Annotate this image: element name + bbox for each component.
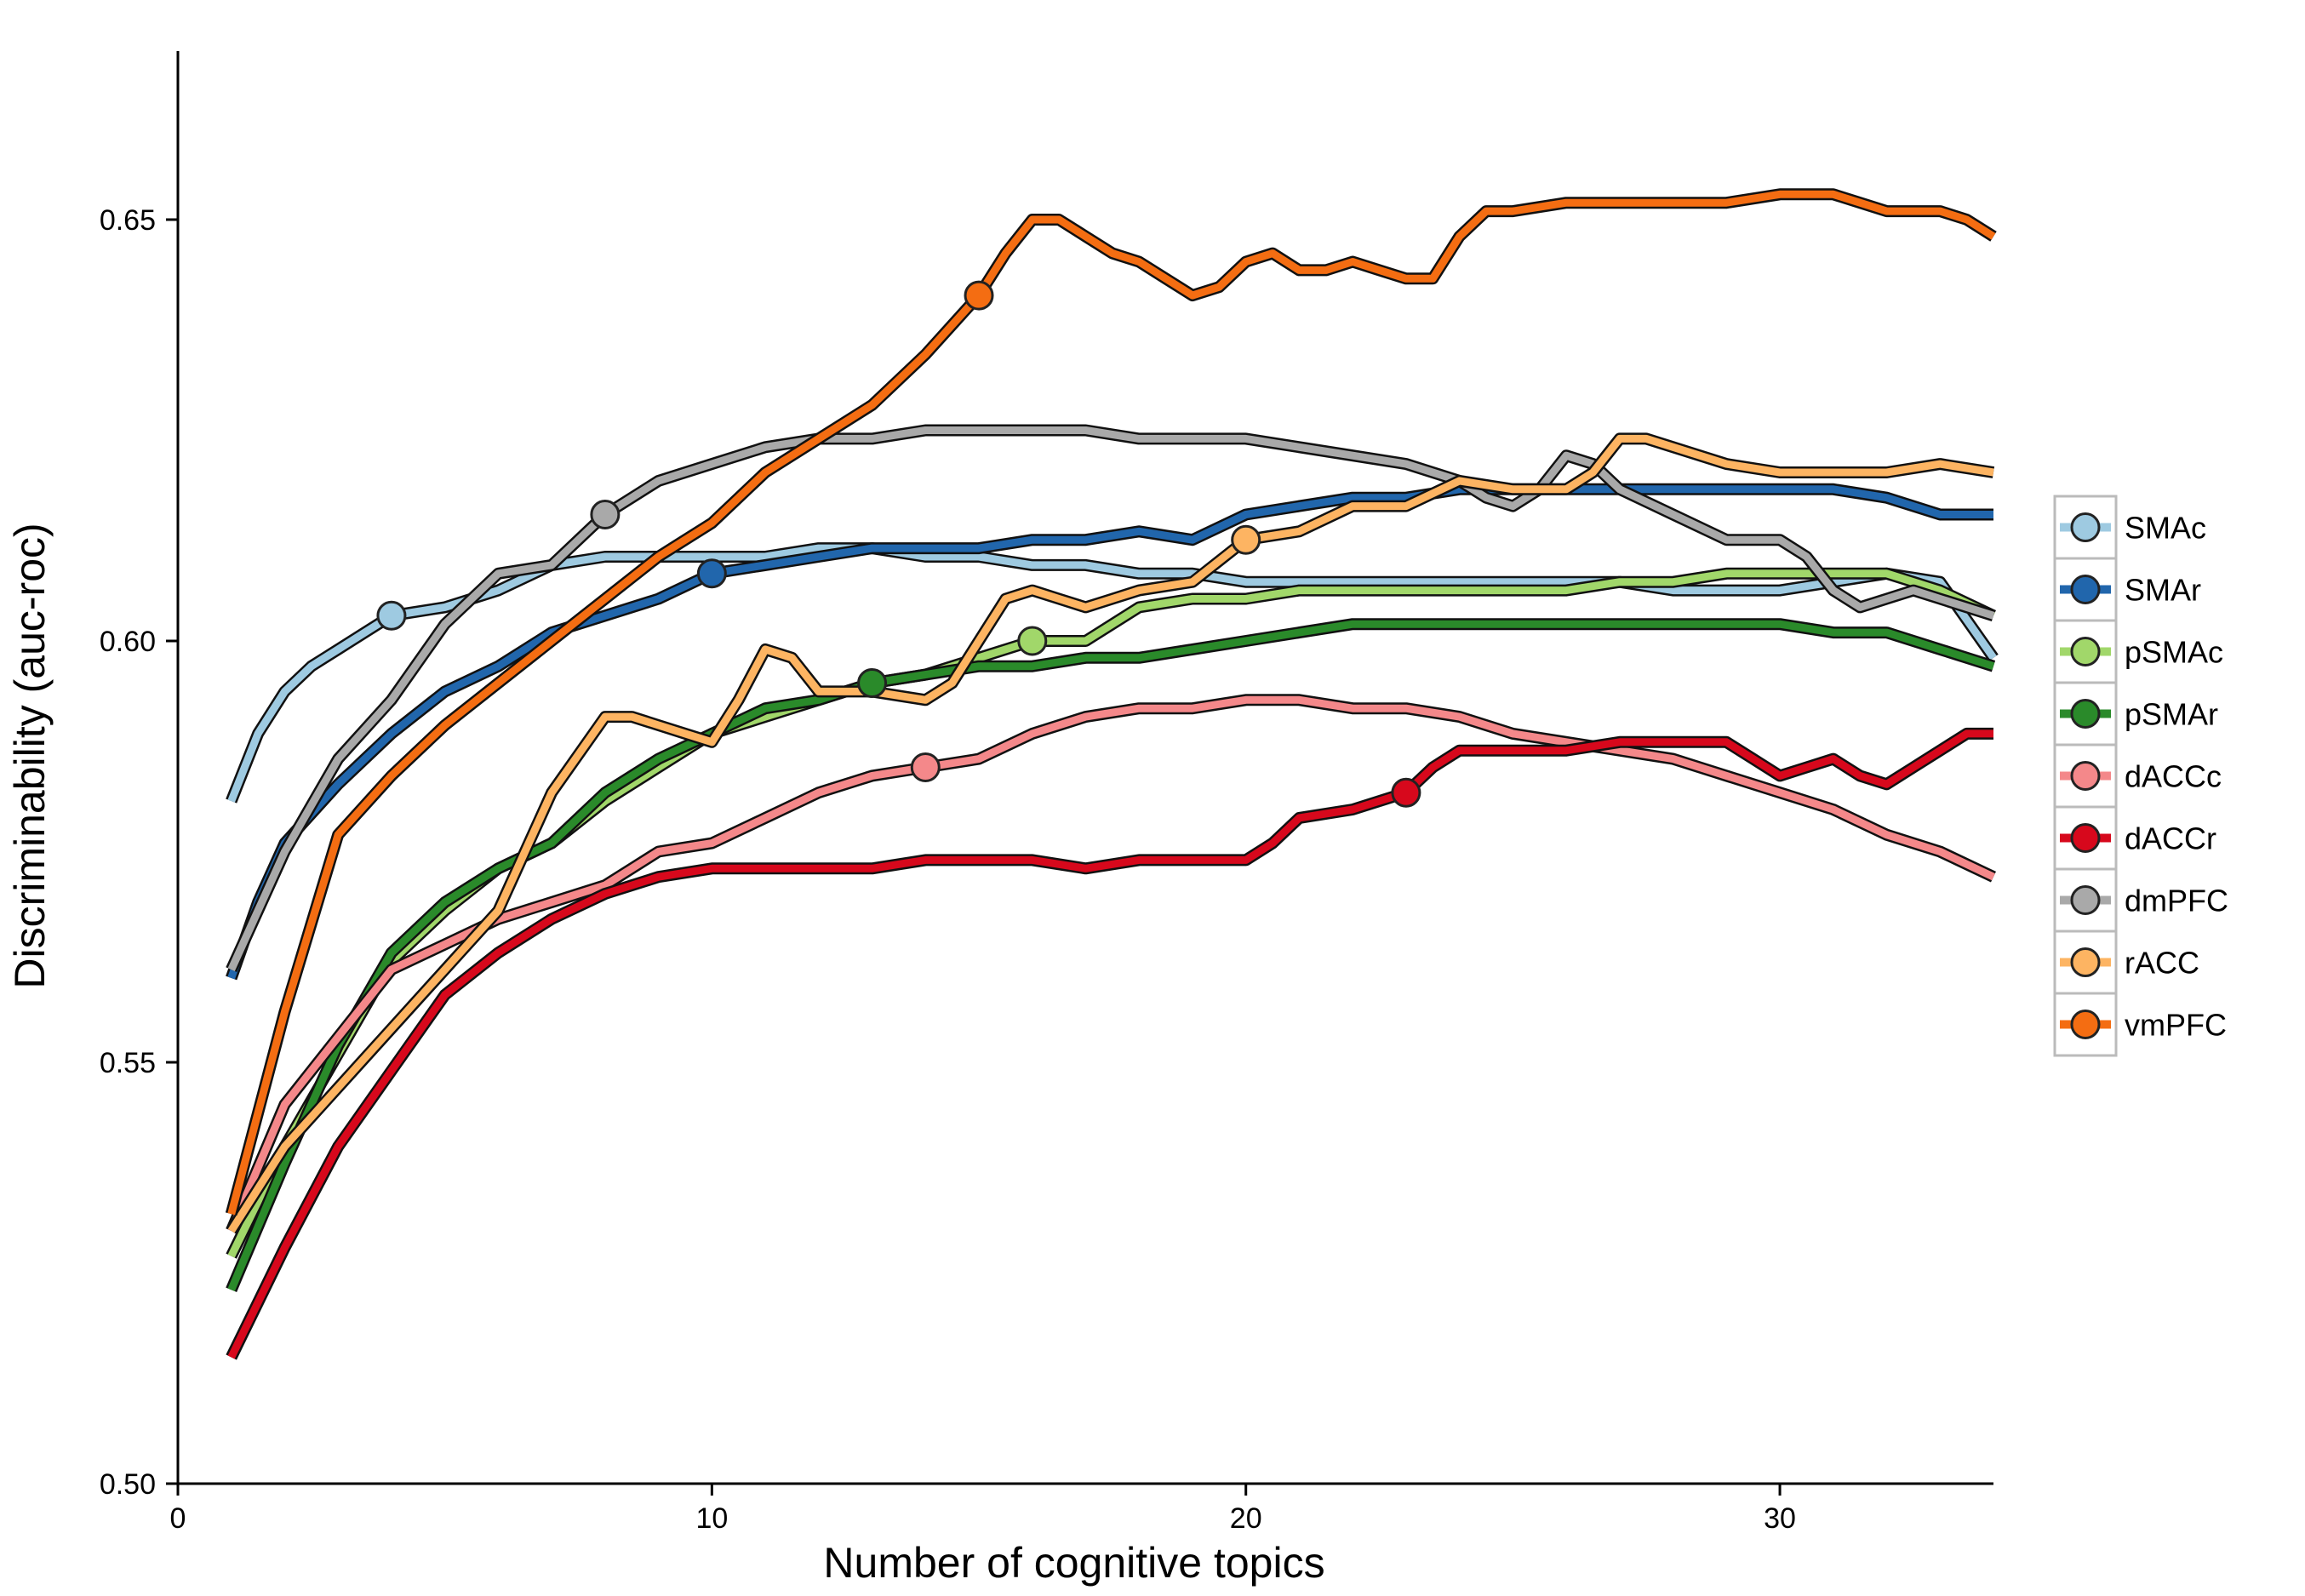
series-line-daccc <box>227 695 1995 1233</box>
series-layer <box>225 188 1999 1360</box>
series-outline-dmpfc <box>226 424 1996 972</box>
series-dmpfc <box>226 424 1996 972</box>
legend-label: dmPFC <box>2125 884 2228 918</box>
axes: 0 10 20 30 0.50 0.55 0.60 0.65 <box>100 51 1993 1535</box>
legend-swatch-marker <box>2070 761 2101 791</box>
x-tick-label: 20 <box>1230 1502 1262 1535</box>
series-marker-dmpfc <box>590 500 621 529</box>
series-outline-vmpfc <box>225 188 1997 1216</box>
legend-item-psmac: pSMAc <box>2053 619 2223 684</box>
series-marker-daccc <box>910 752 941 782</box>
series-smac <box>226 542 1999 804</box>
series-line-racc <box>227 434 1994 1233</box>
legend-swatch-marker <box>2070 823 2101 853</box>
y-tick-label: 0.55 <box>100 1047 156 1079</box>
series-outline-smac <box>226 542 1999 804</box>
legend: SMAc SMAr pSMAc pSMAr dACCc dACCr dmPFC rACC vmP… <box>2053 495 2228 1057</box>
series-line-daccr <box>227 729 1993 1359</box>
legend-swatch-marker <box>2070 1010 2101 1039</box>
x-tick-label: 0 <box>170 1502 186 1535</box>
legend-label: rACC <box>2125 946 2199 981</box>
series-racc <box>226 432 1995 1234</box>
series-marker-smar <box>696 558 727 589</box>
legend-item-smac: SMAc <box>2053 495 2206 560</box>
legend-label: vmPFC <box>2125 1008 2227 1043</box>
series-marker-psmac <box>1017 626 1048 656</box>
legend-item-daccc: dACCc <box>2053 743 2222 809</box>
legend-item-vmpfc: vmPFC <box>2053 992 2227 1057</box>
legend-swatch-marker <box>2070 885 2101 915</box>
legend-swatch-marker <box>2070 699 2101 729</box>
series-daccc <box>226 694 1996 1233</box>
series-marker-daccr <box>1391 777 1421 808</box>
legend-item-psmar: pSMAr <box>2053 681 2218 747</box>
series-marker-vmpfc <box>964 280 994 311</box>
y-tick-label: 0.65 <box>100 204 156 237</box>
series-vmpfc <box>225 188 1997 1216</box>
legend-item-racc: rACC <box>2053 930 2199 995</box>
legend-swatch-marker <box>2070 512 2101 542</box>
x-tick-label: 10 <box>695 1502 728 1535</box>
x-tick-label: 30 <box>1764 1502 1796 1535</box>
legend-label: pSMAc <box>2125 635 2223 670</box>
legend-label: dACCr <box>2125 821 2216 856</box>
legend-swatch-marker <box>2070 947 2101 977</box>
legend-label: pSMAr <box>2125 697 2218 732</box>
legend-label: SMAr <box>2125 573 2201 608</box>
legend-label: SMAc <box>2125 511 2206 546</box>
legend-swatch-marker <box>2070 637 2101 666</box>
legend-item-dmpfc: dmPFC <box>2053 867 2228 933</box>
y-tick-label: 0.50 <box>100 1468 156 1501</box>
series-outline-daccr <box>226 727 1993 1360</box>
legend-item-daccr: dACCr <box>2053 805 2216 871</box>
series-marker-smac <box>376 600 407 631</box>
legend-swatch-marker <box>2070 575 2101 604</box>
series-smar <box>226 483 1993 981</box>
y-tick-label: 0.60 <box>100 626 156 658</box>
series-outline-racc <box>226 432 1995 1234</box>
series-marker-racc <box>1231 524 1261 555</box>
series-line-vmpfc <box>227 190 1996 1216</box>
series-line-smar <box>227 485 1993 980</box>
legend-label: dACCc <box>2125 759 2222 794</box>
y-axis-label: Discriminability (auc-roc) <box>6 523 54 988</box>
legend-item-smar: SMAr <box>2053 557 2201 622</box>
x-axis-label: Number of cognitive topics <box>823 1539 1324 1587</box>
series-line-dmpfc <box>227 426 1995 971</box>
series-daccr <box>226 727 1993 1360</box>
series-marker-psmar <box>857 668 888 698</box>
